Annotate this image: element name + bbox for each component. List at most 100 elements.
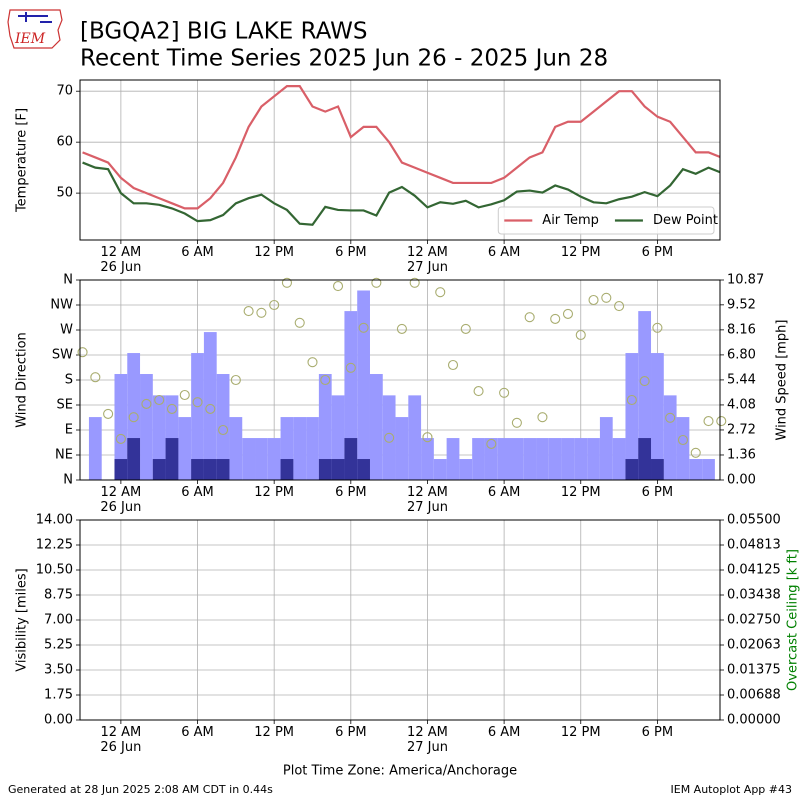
bar [242,438,256,480]
bar [651,459,664,480]
x-tick-label: 6 PM [641,485,674,500]
y-tick-label: E [65,423,73,438]
point [537,412,548,423]
point [422,432,433,443]
y-tick-label: 5.25 [44,638,73,653]
x-tick-label: 6 AM [487,245,521,260]
bar [216,459,230,480]
bar [625,353,639,480]
bar [663,395,677,480]
point [588,294,599,306]
point [166,403,178,414]
bar [689,459,703,480]
legend-label: Air Temp [542,213,599,228]
y2-axis-label: Wind Speed [mph] [775,320,790,441]
point [192,397,203,408]
y2-tick-label: 0.03438 [727,588,781,603]
bar [510,438,524,480]
y2-tick-label: 10.87 [727,273,764,288]
point [179,389,190,401]
point [77,347,88,358]
y-axis-label: Temperature [F] [15,108,30,213]
x-tick-label: 6 AM [181,725,214,740]
y2-tick-label: 1.36 [727,447,756,462]
bar [574,438,588,480]
x-tick-label: 6 PM [335,725,367,740]
point [218,424,229,436]
y-tick-label: NE [55,448,73,463]
x-tick-label: 12 AM 27 Jun [406,485,448,515]
x-tick-label: 12 AM 26 Jun [100,245,142,275]
bar [625,459,639,480]
bar [152,459,166,480]
bar [612,438,626,480]
point [665,412,676,423]
y2-tick-label: 8.16 [727,322,756,337]
point [677,434,689,446]
bar [114,459,128,480]
y2-tick-label: 0.01375 [727,663,781,678]
y2-tick-label: 0.04125 [727,563,781,578]
x-axis-label: Plot Time Zone: America/Anchorage [283,764,517,779]
bar [395,417,409,480]
x-tick-label: 12 PM [560,245,601,260]
bar [306,417,319,480]
y-tick-label: NW [50,298,73,313]
bar [638,311,652,480]
y2-tick-label: 0.00000 [727,713,781,728]
point [524,312,535,323]
point [141,398,152,409]
logo-outline [7,9,63,49]
title-line: Recent Time Series 2025 Jun 26 - 2025 Ju… [80,46,608,72]
y2-tick-label: 2.72 [727,422,756,437]
point [103,408,114,419]
logo: IEM [7,9,63,49]
bar [229,417,243,480]
title-line: [BGQA2] BIG LAKE RAWS [80,19,368,45]
point [447,359,459,371]
y-tick-label: SE [57,398,73,413]
logo-lines [18,12,52,23]
point [115,433,126,444]
y-axis-label: Wind Direction [15,332,30,428]
y2-tick-label: 4.08 [727,397,756,412]
point [358,322,369,333]
point [575,329,586,341]
point [205,403,216,414]
bar [369,374,383,480]
plot-area [88,290,715,480]
y-tick-label: 1.75 [44,688,73,703]
bar [165,438,179,480]
x-tick-label: 12 PM [254,725,295,740]
x-tick-label: 12 PM [254,245,295,260]
bar [203,459,217,480]
point [690,447,701,458]
x-tick-label: 6 AM [487,485,521,500]
bar [497,438,511,480]
bar [676,417,690,480]
point [320,374,331,386]
bar [255,438,268,480]
bar [548,438,562,480]
bar [357,290,370,480]
plot-area [82,85,720,226]
point [345,362,356,373]
bar [127,438,141,480]
plot-frame [79,279,721,481]
legend-box [497,206,715,235]
point [243,306,254,317]
point [601,292,612,303]
plot-frame [79,79,721,241]
x-tick-label: 12 AM 27 Jun [406,725,448,755]
bar [331,459,345,480]
logo-text: IEM [14,31,46,47]
point [486,438,497,449]
y-tick-label: 10.50 [36,563,73,578]
x-tick-label: 12 AM 27 Jun [406,245,448,275]
legend: Air Temp Dew Point [497,206,718,235]
point [154,394,165,406]
y-tick-label: 8.75 [44,588,73,603]
bar [408,395,422,480]
point [652,322,663,333]
